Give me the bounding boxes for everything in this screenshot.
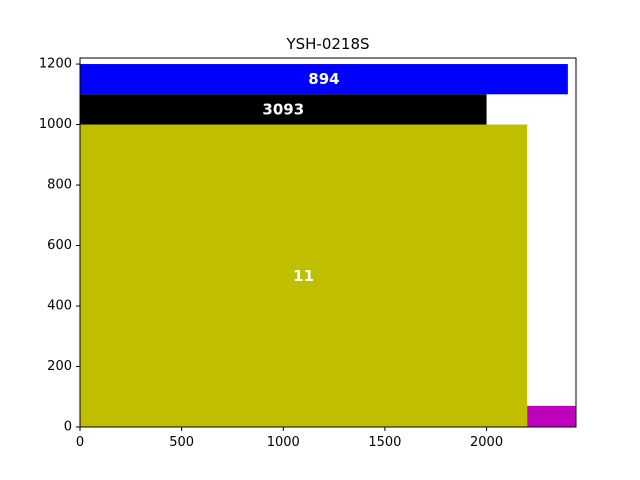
y-tick-label-3: 600 [47,238,72,253]
bar-label-2: 894 [308,70,339,88]
x-tick-label-3: 1500 [368,435,401,450]
x-axis: 0 500 1000 1500 2000 [76,427,503,450]
plot-frame [79,57,577,428]
x-tick-label-2: 1000 [267,435,300,450]
rects-layer [80,64,576,427]
y-tick-label-5: 1000 [39,117,72,132]
y-tick-label-2: 400 [47,299,72,314]
bar-rect-0 [80,124,528,427]
bar-rect-2 [80,64,568,95]
chart-title: YSH-0218S [285,35,369,53]
bar-label-1: 3093 [262,100,304,118]
x-tick-label-0: 0 [76,435,84,450]
y-tick-label-4: 800 [47,178,72,193]
y-tick-label-0: 0 [64,420,72,435]
x-tick-label-1: 500 [169,435,194,450]
y-axis: 0 200 400 600 800 1000 1200 [39,57,80,435]
y-tick-label-1: 200 [47,359,72,374]
bar-rect-1 [80,94,487,125]
x-tick-label-4: 2000 [470,435,503,450]
bar-rect-3 [527,405,576,427]
bar-label-0: 11 [293,267,314,285]
y-tick-label-6: 1200 [39,57,72,72]
